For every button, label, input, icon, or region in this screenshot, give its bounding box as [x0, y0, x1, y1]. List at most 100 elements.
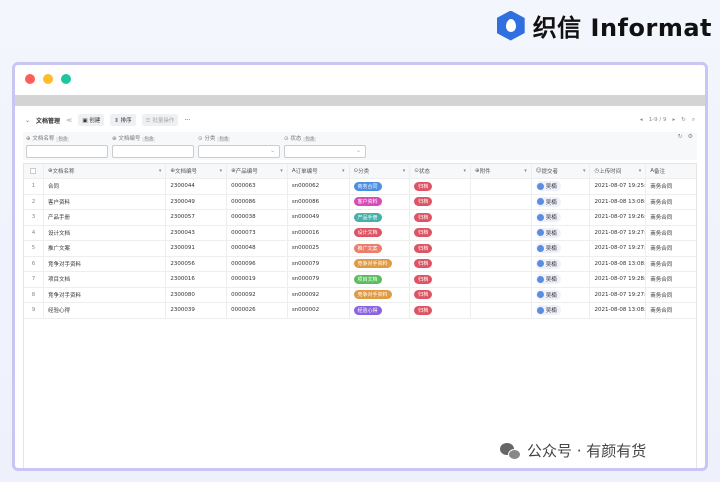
doc-no: 2300016: [166, 272, 228, 287]
user-name: 吴楠: [545, 308, 557, 315]
category-cell: 经验心得: [350, 303, 411, 318]
user-chip[interactable]: 吴楠: [535, 227, 561, 238]
avatar: [536, 198, 544, 206]
col-label: 文档名称: [52, 169, 75, 175]
share-icon[interactable]: ≪: [66, 116, 73, 124]
status-pill: 归档: [414, 228, 433, 238]
submitter-cell: 吴楠: [532, 194, 591, 209]
user-chip[interactable]: 吴楠: [535, 212, 561, 223]
table-row[interactable]: 6 竞争对手资料 2300056 0000096 sn000079 竞争对手资料…: [24, 256, 696, 272]
table-row[interactable]: 1 合同 2300044 0000063 sn000062 商务合同 归档 吴楠…: [24, 179, 696, 195]
attachment-cell[interactable]: [471, 303, 532, 318]
status-filter-select[interactable]: ⌄: [284, 145, 366, 158]
chevron-down-icon: ⌄: [269, 147, 275, 154]
attachment-cell[interactable]: [471, 256, 532, 271]
attachment-cell[interactable]: [471, 241, 532, 256]
user-chip[interactable]: 吴楠: [535, 181, 561, 192]
col-header[interactable]: ⊙ 分类 ▾: [350, 164, 411, 178]
create-button[interactable]: ▣ 创建: [78, 114, 105, 126]
attachment-cell[interactable]: [471, 272, 532, 287]
collapse-chevron-icon[interactable]: ⌄: [25, 116, 31, 124]
batch-button[interactable]: ☰ 批量操作: [141, 114, 179, 126]
user-chip[interactable]: 吴楠: [535, 305, 561, 316]
maximize-dot[interactable]: [61, 74, 71, 84]
doc-no-filter-input[interactable]: [112, 145, 194, 158]
table-row[interactable]: 4 设计文档 2300043 0000073 sn000016 设计文档 归档 …: [24, 225, 696, 241]
refresh-icon[interactable]: ↻: [677, 133, 683, 140]
category-cell: 竞争对手资料: [350, 256, 411, 271]
upload-time: 2021-08-07 19:27:14: [590, 225, 647, 240]
category-pill: 竞争对手资料: [353, 259, 392, 269]
attachment-cell[interactable]: [471, 225, 532, 240]
status-pill: 归档: [414, 259, 433, 269]
note: 商务合同: [650, 292, 673, 299]
product-no: 0000073: [227, 225, 288, 240]
prev-page-icon[interactable]: ◂: [639, 116, 643, 123]
table-row[interactable]: 3 产品手册 2300057 0000038 sn000049 产品手册 归档 …: [24, 210, 696, 226]
status-cell: 归档: [410, 256, 471, 271]
gear-icon[interactable]: ⚙: [687, 133, 693, 140]
table-row[interactable]: 5 推广文案 2300091 0000048 sn000025 推广文案 归档 …: [24, 241, 696, 257]
category-cell: 客户资料: [350, 194, 411, 209]
category-pill: 推广文案: [353, 243, 382, 253]
submitter-cell: 吴楠: [532, 210, 591, 225]
col-label: 订单编号: [295, 169, 318, 175]
upload-time: 2021-08-07 19:28:02: [590, 272, 647, 287]
status-pill: 归档: [414, 243, 433, 253]
user-chip[interactable]: 吴楠: [535, 258, 561, 269]
category-filter-select[interactable]: ⌄: [198, 145, 280, 158]
user-name: 吴楠: [545, 184, 557, 191]
order-no: sn000002: [288, 303, 350, 318]
attachment-cell[interactable]: [471, 194, 532, 209]
col-header[interactable]: ⊙ 状态 ▾: [410, 164, 471, 178]
col-header[interactable]: A 备注: [650, 168, 665, 175]
filter-op[interactable]: 包含: [303, 137, 317, 142]
filter-op[interactable]: 包含: [142, 137, 156, 142]
close-dot[interactable]: [25, 74, 35, 84]
attachment-cell[interactable]: [471, 287, 532, 302]
col-header[interactable]: ◷ 上传时间 ▾: [590, 164, 647, 178]
row-number: 1: [24, 179, 44, 194]
table-row[interactable]: 9 经验心得 2300039 0000026 sn000002 经验心得 归档 …: [24, 303, 696, 319]
filter-op[interactable]: 包含: [217, 137, 231, 142]
status-pill: 归档: [414, 305, 433, 315]
search-icon[interactable]: ⌕: [691, 116, 695, 123]
col-header[interactable]: ⊕ 文档编号 ▾: [166, 164, 228, 178]
table-row[interactable]: 7 项目文档 2300016 0000019 sn000079 项目文档 归档 …: [24, 272, 696, 288]
wechat-icon: [500, 442, 522, 460]
col-header[interactable]: ☺ 提交者 ▾: [532, 164, 591, 178]
minimize-dot[interactable]: [43, 74, 53, 84]
avatar: [536, 260, 544, 268]
user-chip[interactable]: 吴楠: [535, 274, 561, 285]
user-chip[interactable]: 吴楠: [535, 289, 561, 300]
category-cell: 设计文档: [350, 225, 411, 240]
user-chip[interactable]: 吴楠: [535, 196, 561, 207]
col-header[interactable]: ⊕ 产品编号 ▾: [227, 164, 288, 178]
col-label: 附件: [479, 169, 491, 175]
doc-no: 2300057: [166, 210, 228, 225]
category-cell: 竞争对手资料: [350, 287, 411, 302]
product-no: 0000063: [227, 179, 288, 194]
col-header[interactable]: ⊕ 附件 ▾: [471, 164, 532, 178]
doc-no: 2300080: [166, 287, 228, 302]
select-all-checkbox[interactable]: [24, 164, 44, 178]
avatar: [536, 182, 544, 190]
attachment-cell[interactable]: [471, 179, 532, 194]
user-chip[interactable]: 吴楠: [535, 243, 561, 254]
table-row[interactable]: 2 客户资料 2300049 0000086 sn000086 客户资料 归档 …: [24, 194, 696, 210]
name-filter-input[interactable]: [26, 145, 108, 158]
filter-op[interactable]: 包含: [56, 137, 70, 142]
attachment-cell[interactable]: [471, 210, 532, 225]
more-button[interactable]: ···: [184, 116, 191, 124]
col-header[interactable]: A 订单编号 ▾: [288, 164, 350, 178]
category-pill: 客户资料: [353, 197, 382, 207]
filter-label: 文档名称: [32, 136, 55, 142]
product-no: 0000092: [227, 287, 288, 302]
next-page-icon[interactable]: ▸: [672, 116, 676, 123]
note: 商务合同: [650, 230, 673, 237]
col-header[interactable]: ⊕ 文档名称 ▾: [44, 164, 167, 178]
chevron-down-icon: ⌄: [355, 147, 361, 154]
refresh-icon[interactable]: ↻: [681, 116, 686, 123]
sort-button[interactable]: ⇕ 排序: [110, 114, 136, 126]
table-row[interactable]: 8 竞争对手资料 2300080 0000092 sn000092 竞争对手资料…: [24, 287, 696, 303]
